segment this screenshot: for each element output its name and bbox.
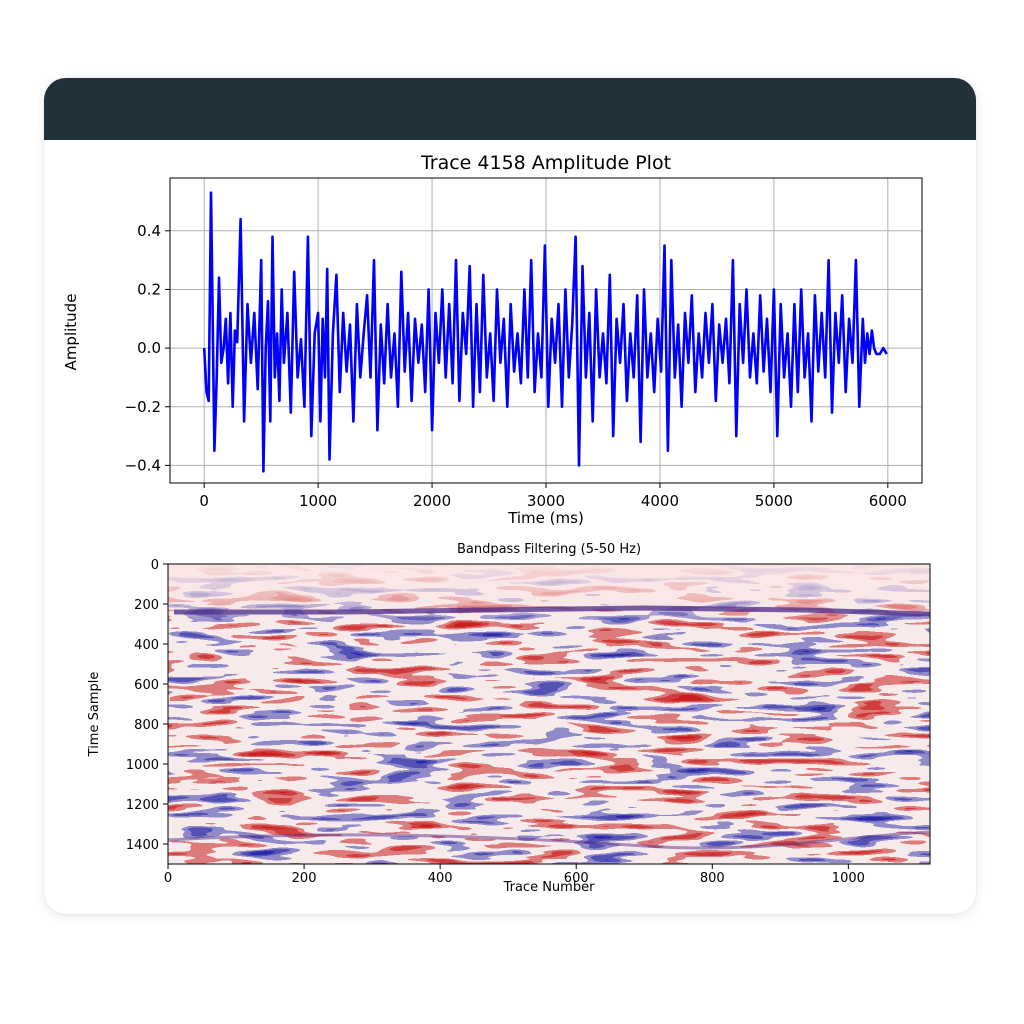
- section-y-tick-label: 1000: [126, 758, 159, 773]
- y-tick-label: 0.0: [137, 339, 161, 357]
- section-frame: [167, 563, 931, 865]
- section-x-tick-label: 1000: [832, 871, 865, 886]
- section-x-tick-label: 0: [164, 871, 172, 886]
- reflector-band: [174, 605, 930, 617]
- y-tick-label: −0.2: [125, 398, 161, 416]
- section-y-tick-label: 1200: [126, 798, 159, 813]
- amplitude-plot: Trace 4158 Amplitude Plot Amplitude Time…: [62, 152, 923, 527]
- y-tick-label: 0.4: [137, 222, 161, 240]
- x-tick-label: 6000: [869, 492, 907, 510]
- x-tick-label: 4000: [641, 492, 679, 510]
- section-y-axis-label: Time Sample: [87, 672, 102, 758]
- section-title: Bandpass Filtering (5-50 Hz): [457, 542, 641, 557]
- plot-frame: [169, 177, 923, 484]
- seismic-image: [168, 564, 930, 864]
- bandpass-section-plot: Bandpass Filtering (5-50 Hz) Time Sample…: [87, 542, 931, 895]
- x-tick-label: 0: [199, 492, 209, 510]
- section-x-tick-label: 400: [428, 871, 453, 886]
- amplitude-line: [202, 191, 888, 473]
- section-x-tick-label: 800: [700, 871, 725, 886]
- section-y-tick-label: 800: [134, 718, 159, 733]
- y-tick-label: 0.2: [137, 280, 161, 298]
- section-y-tick-label: 600: [134, 678, 159, 693]
- reflector-band-lower: [168, 830, 930, 850]
- section-y-tick-label: 400: [134, 638, 159, 653]
- plot-title: Trace 4158 Amplitude Plot: [420, 152, 671, 174]
- x-tick-label: 3000: [527, 492, 565, 510]
- section-x-tick-label: 200: [292, 871, 317, 886]
- y-tick-label: −0.4: [125, 456, 161, 474]
- x-axis-label: Time (ms): [507, 509, 584, 527]
- y-axis-label: Amplitude: [62, 294, 80, 371]
- x-tick-label: 1000: [299, 492, 337, 510]
- section-x-axis-label: Trace Number: [503, 880, 595, 895]
- section-y-tick-label: 0: [151, 558, 159, 573]
- chart-card: Trace 4158 Amplitude Plot Amplitude Time…: [44, 78, 976, 914]
- section-x-tick-label: 600: [564, 871, 589, 886]
- section-y-tick-label: 200: [134, 598, 159, 613]
- x-tick-label: 2000: [413, 492, 451, 510]
- section-y-tick-label: 1400: [126, 838, 159, 853]
- x-tick-label: 5000: [755, 492, 793, 510]
- card-header: [44, 78, 976, 140]
